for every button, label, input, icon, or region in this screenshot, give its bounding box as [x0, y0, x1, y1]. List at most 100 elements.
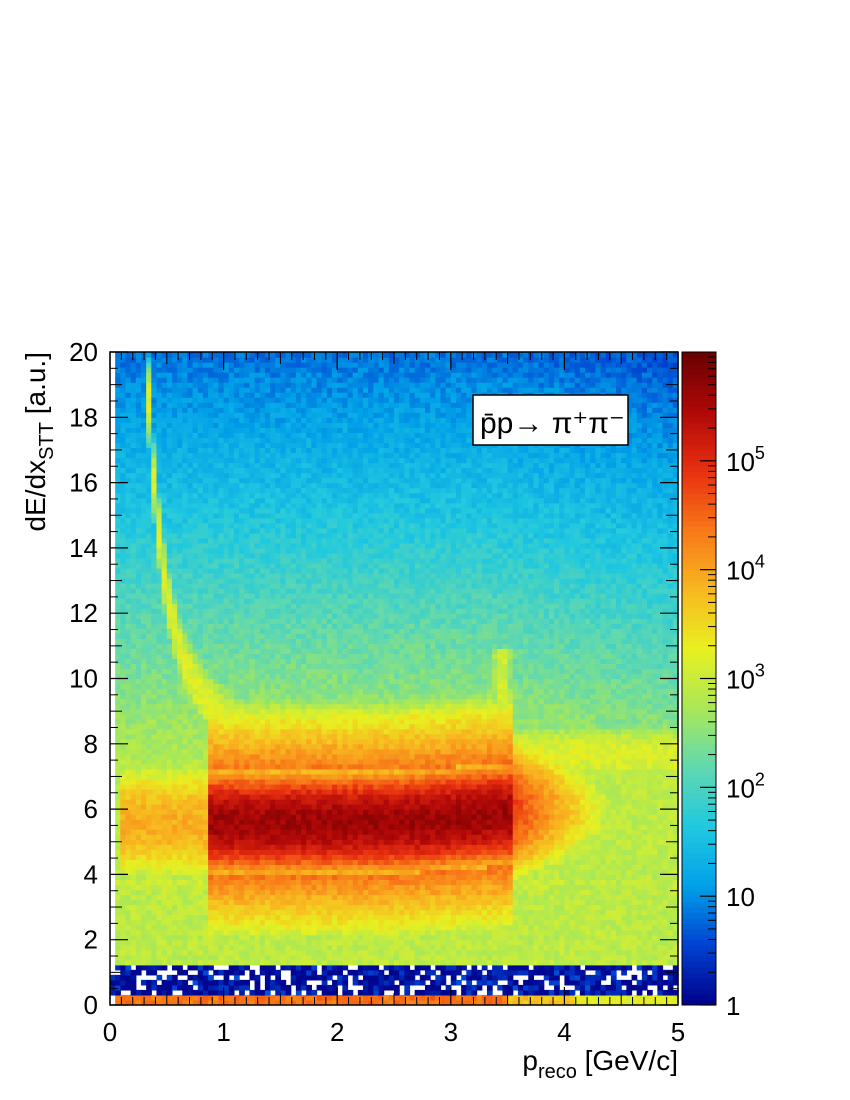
heatmap-cell	[125, 924, 132, 931]
heatmap-cell	[270, 613, 276, 619]
heatmap-cell	[275, 889, 281, 896]
heatmap-cell	[208, 552, 214, 559]
heatmap-cell	[228, 969, 235, 976]
heatmap-cell	[135, 382, 142, 388]
heatmap-cell	[177, 668, 183, 675]
heatmap-cell	[151, 532, 158, 539]
heatmap-cell	[275, 492, 281, 499]
heatmap-cell	[311, 552, 318, 559]
heatmap-cell	[254, 492, 261, 499]
heatmap-cell	[208, 974, 214, 981]
heatmap-cell	[192, 638, 199, 644]
heatmap-cell	[213, 497, 220, 504]
heatmap-cell	[311, 608, 318, 614]
heatmap-cell	[161, 944, 168, 951]
heatmap-cell	[151, 703, 158, 710]
heatmap-cell	[228, 567, 235, 574]
heatmap-cell	[228, 562, 235, 569]
heatmap-cell	[166, 557, 173, 564]
heatmap-cell	[187, 497, 194, 504]
heatmap-cell	[280, 708, 287, 715]
heatmap-cell	[213, 547, 220, 554]
heatmap-cell	[218, 573, 225, 579]
heatmap-cell	[223, 447, 230, 454]
heatmap-cell	[290, 773, 297, 780]
heatmap-cell	[161, 849, 168, 855]
heatmap-cell	[301, 472, 307, 479]
heatmap-cell	[259, 618, 266, 624]
heatmap-cell	[115, 789, 121, 795]
heatmap-cell	[125, 849, 132, 855]
heatmap-cell	[249, 869, 256, 875]
heatmap-cell	[249, 693, 256, 700]
heatmap-cell	[254, 733, 261, 740]
heatmap-cell	[208, 939, 214, 946]
heatmap-cell	[161, 673, 168, 680]
heatmap-cell	[202, 623, 209, 629]
heatmap-cell	[208, 623, 214, 629]
heatmap-cell	[115, 814, 121, 820]
heatmap-cell	[218, 859, 225, 865]
heatmap-cell	[254, 482, 261, 489]
heatmap-cell	[120, 567, 127, 574]
heatmap-cell	[187, 763, 194, 770]
heatmap-cell	[171, 909, 178, 916]
heatmap-cell	[239, 819, 245, 825]
heatmap-cell	[171, 894, 178, 901]
heatmap-cell	[301, 532, 307, 539]
heatmap-cell	[218, 989, 225, 996]
heatmap-cell	[130, 618, 137, 624]
heatmap-cell	[218, 934, 225, 941]
heatmap-cell	[213, 623, 220, 629]
heatmap-cell	[306, 929, 312, 936]
heatmap-cell	[120, 462, 127, 469]
heatmap-cell	[275, 708, 281, 715]
heatmap-cell	[295, 708, 302, 715]
heatmap-cell	[187, 829, 194, 835]
heatmap-cell	[156, 688, 163, 695]
heatmap-cell	[125, 462, 132, 469]
heatmap-cell	[218, 497, 225, 504]
heatmap-cell	[295, 733, 302, 740]
heatmap-cell	[259, 613, 266, 619]
heatmap-cell	[156, 869, 163, 875]
heatmap-cell	[213, 532, 220, 539]
heatmap-cell	[244, 532, 251, 539]
heatmap-cell	[130, 693, 137, 700]
heatmap-cell	[140, 542, 147, 549]
heatmap-cell	[177, 608, 183, 614]
heatmap-cell	[259, 567, 266, 574]
heatmap-cell	[295, 638, 302, 644]
heatmap-cell	[151, 633, 158, 639]
heatmap-cell	[120, 362, 127, 368]
heatmap-cell	[218, 889, 225, 896]
heatmap-cell	[156, 904, 163, 911]
heatmap-cell	[264, 638, 271, 644]
heatmap-cell	[218, 698, 225, 705]
heatmap-cell	[218, 653, 225, 659]
heatmap-cell	[254, 618, 261, 624]
heatmap-cell	[285, 713, 292, 720]
heatmap-cell	[197, 412, 204, 418]
heatmap-cell	[285, 608, 292, 614]
heatmap-cell	[249, 603, 256, 609]
heatmap-cell	[140, 834, 147, 840]
heatmap-cell	[306, 753, 312, 760]
heatmap-cell	[208, 472, 214, 479]
heatmap-cell	[161, 367, 168, 373]
heatmap-cell	[270, 527, 276, 534]
heatmap-cell	[156, 949, 163, 956]
heatmap-cell	[130, 567, 137, 574]
heatmap-cell	[135, 884, 142, 891]
heatmap-cell	[135, 879, 142, 886]
heatmap-cell	[208, 497, 214, 504]
heatmap-cell	[110, 984, 116, 991]
heatmap-cell	[151, 794, 158, 800]
heatmap-cell	[166, 738, 173, 745]
heatmap-cell	[228, 879, 235, 886]
heatmap-cell	[244, 497, 251, 504]
heatmap-cell	[177, 402, 183, 408]
heatmap-cell	[306, 944, 312, 951]
heatmap-cell	[244, 492, 251, 499]
heatmap-cell	[301, 804, 307, 810]
